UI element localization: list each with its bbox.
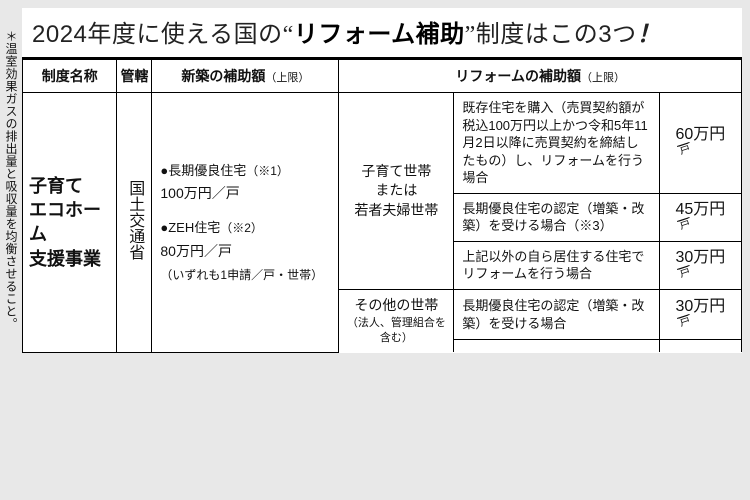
cat1-l2: または: [375, 182, 417, 198]
title-quote-close: ”: [465, 22, 476, 48]
subsidy-table: 制度名称 管轄 新築の補助額（上限） リフォームの補助額（上限） 子育て エコホ…: [22, 59, 742, 353]
amount-num: 60万円: [675, 126, 725, 143]
header-reform-text: リフォームの補助額: [455, 68, 581, 84]
page-title: 2024年度に使える国の“リフォーム補助”制度はこの3つ！: [22, 8, 742, 59]
newbuild-b2-note: （※2）: [220, 221, 263, 235]
amount-unit: 戸: [677, 314, 693, 329]
condition-cell: 上記以外の自ら居住する住宅でリフォームを行う場合: [454, 241, 659, 289]
program-name-cell: 子育て エコホーム 支援事業: [23, 93, 117, 353]
header-name: 制度名称: [23, 60, 117, 93]
amount-unit: 戸: [677, 142, 693, 157]
title-highlight: リフォーム補助: [294, 21, 465, 48]
condition-cell: [454, 340, 659, 353]
jurisdiction-text: 国土交通省: [126, 180, 144, 260]
header-newbuild-sub: （上限）: [265, 72, 309, 84]
newbuild-footnote: （いずれも1申請／戸・世帯）: [160, 266, 330, 285]
header-newbuild-text: 新築の補助額: [181, 68, 265, 84]
cat1-l1: 子育て世帯: [361, 163, 431, 179]
title-post: 制度はこの3つ: [476, 21, 637, 48]
cat2-sub: （法人、管理組合を含む）: [343, 316, 449, 347]
condition-cell: 長期優良住宅の認定（増築・改築）を受ける場合: [454, 289, 659, 339]
amount-num: 45万円: [675, 201, 725, 218]
header-reform-sub: （上限）: [581, 72, 625, 84]
amount-unit: 戸: [677, 217, 693, 232]
category-cell-2: その他の世帯 （法人、管理組合を含む）: [339, 289, 454, 352]
cat2-l1: その他の世帯: [354, 297, 438, 313]
cat1-l3: 若者夫婦世帯: [354, 202, 438, 218]
newbuild-b1-note: （※1）: [246, 164, 289, 178]
title-exclaim: ！: [637, 21, 662, 48]
title-pre: 2024年度に使える国の: [32, 21, 283, 48]
table-row: 子育て エコホーム 支援事業 国土交通省 ●長期優良住宅（※1） 100万円／戸…: [23, 93, 742, 194]
newbuild-b2-label: ●ZEH住宅: [160, 220, 220, 235]
amount-cell: 30万円戸: [659, 241, 741, 289]
newbuild-item-2: ●ZEH住宅（※2）: [160, 217, 330, 239]
condition-cell: 既存住宅を購入（売買契約額が税込100万円以上かつ令和5年11月2日以降に売買契…: [454, 93, 659, 194]
amount-cell: 45万円戸: [659, 193, 741, 241]
side-footnote: ＊温室効果ガスの排出量と吸収量を均衡させること。: [2, 30, 18, 330]
amount-unit: 戸: [677, 265, 693, 280]
newbuild-b2-amount: 80万円／戸: [160, 241, 330, 263]
newbuild-item-1: ●長期優良住宅（※1）: [160, 160, 330, 182]
header-newbuild: 新築の補助額（上限）: [152, 60, 339, 93]
amount-num: 30万円: [675, 249, 725, 266]
amount-cell: [659, 340, 741, 353]
header-reform: リフォームの補助額（上限）: [339, 60, 742, 93]
condition-cell: 長期優良住宅の認定（増築・改築）を受ける場合（※3）: [454, 193, 659, 241]
newbuild-b1-amount: 100万円／戸: [160, 183, 330, 205]
page: 2024年度に使える国の“リフォーム補助”制度はこの3つ！ 制度名称 管轄 新築…: [22, 8, 742, 353]
program-name-l1: 子育て: [29, 176, 83, 196]
title-quote-open: “: [283, 22, 294, 48]
program-name-l3: 支援事業: [29, 249, 101, 269]
jurisdiction-cell: 国土交通省: [117, 93, 152, 353]
program-name-l2: エコホーム: [29, 200, 101, 244]
amount-cell: 30万円戸: [659, 289, 741, 339]
newbuild-b1-label: ●長期優良住宅: [160, 163, 246, 178]
newbuild-cell: ●長期優良住宅（※1） 100万円／戸 ●ZEH住宅（※2） 80万円／戸 （い…: [152, 93, 339, 353]
header-row: 制度名称 管轄 新築の補助額（上限） リフォームの補助額（上限）: [23, 60, 742, 93]
header-juris: 管轄: [117, 60, 152, 93]
category-cell-1: 子育て世帯 または 若者夫婦世帯: [339, 93, 454, 290]
amount-cell: 60万円戸: [659, 93, 741, 194]
amount-num: 30万円: [675, 298, 725, 315]
